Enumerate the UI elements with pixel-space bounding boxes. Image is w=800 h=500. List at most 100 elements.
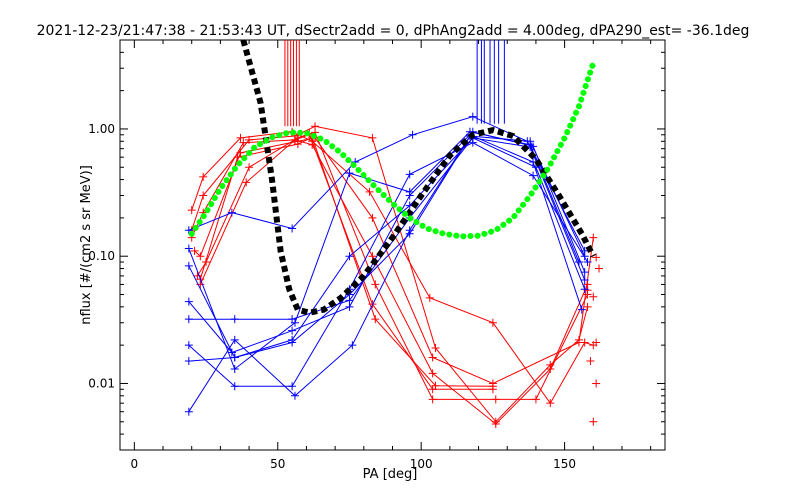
data-point-marker (184, 261, 193, 270)
x-tick-label: 150 (553, 457, 576, 471)
blue-series-line (188, 142, 589, 387)
data-point-marker (491, 395, 500, 404)
series-layer (184, 40, 604, 429)
data-point-marker (184, 341, 193, 350)
red-series-line (199, 131, 589, 400)
data-point-marker (233, 153, 242, 162)
red-series-line (194, 137, 594, 385)
data-point-marker (239, 138, 248, 147)
black-model-curve (240, 40, 596, 316)
data-point-marker (184, 297, 193, 306)
y-tick-label: 0.01 (88, 376, 115, 390)
data-point-marker (431, 343, 440, 352)
data-point-marker (425, 293, 434, 302)
data-point-marker (546, 364, 555, 373)
data-point-marker (595, 264, 604, 273)
chart-title: 2021-12-23/21:47:38 - 21:53:43 UT, dSect… (37, 23, 750, 39)
data-point-marker (408, 130, 417, 139)
data-point-marker (589, 292, 598, 301)
green-model-curve (188, 60, 597, 240)
data-point-marker (245, 163, 254, 172)
data-point-marker (428, 353, 437, 362)
data-point-marker (288, 224, 297, 233)
blue-series-line (188, 135, 586, 412)
data-point-marker (580, 285, 589, 294)
data-point-marker (468, 138, 477, 147)
data-point-marker (348, 341, 357, 350)
data-point-marker (431, 381, 440, 390)
data-point-marker (227, 208, 236, 217)
data-point-marker (405, 191, 414, 200)
data-point-marker (345, 252, 354, 261)
data-point-marker (184, 407, 193, 416)
data-point-marker (368, 213, 377, 222)
data-point-marker (184, 244, 193, 253)
x-tick-label: 50 (270, 457, 285, 471)
data-point-marker (583, 258, 592, 267)
data-point-marker (577, 305, 586, 314)
data-point-marker (227, 348, 236, 357)
data-point-marker (592, 253, 601, 262)
data-point-marker (428, 369, 437, 378)
data-point-marker (580, 252, 589, 261)
data-point-marker (199, 191, 208, 200)
data-point-marker (230, 382, 239, 391)
data-point-marker (199, 172, 208, 181)
data-point-marker (371, 315, 380, 324)
x-axis-label: PA [deg] (363, 467, 418, 482)
data-point-marker (488, 382, 497, 391)
data-point-marker (589, 417, 598, 426)
data-point-marker (187, 206, 196, 215)
data-point-marker (589, 233, 598, 242)
data-point-marker (592, 379, 601, 388)
data-point-marker (242, 178, 251, 187)
data-point-marker (290, 135, 299, 144)
y-tick-label: 1.00 (88, 122, 115, 136)
blue-series-line (188, 131, 586, 362)
data-point-marker (365, 187, 374, 196)
data-point-marker (290, 391, 299, 400)
data-point-marker (288, 326, 297, 335)
data-point-marker (196, 252, 205, 261)
data-point-marker (345, 169, 354, 178)
data-point-marker (488, 318, 497, 327)
data-point-marker (491, 420, 500, 429)
y-tick-label: 0.10 (88, 249, 115, 263)
data-point-marker (428, 395, 437, 404)
data-point-marker (184, 357, 193, 366)
data-point-marker (546, 399, 555, 408)
data-point-marker (405, 170, 414, 179)
data-point-marker (574, 338, 583, 347)
data-point-marker (531, 395, 540, 404)
data-point-marker (583, 302, 592, 311)
data-point-marker (288, 382, 297, 391)
x-tick-label: 0 (131, 457, 139, 471)
data-point-marker (230, 364, 239, 373)
blue-series-line (188, 137, 586, 320)
red-series-line (191, 125, 589, 423)
data-point-marker (468, 112, 477, 121)
y-axis-label: nflux [#/(cm2 s sr MeV)] (79, 165, 94, 325)
data-point-marker (288, 315, 297, 324)
data-point-marker (184, 315, 193, 324)
data-point-marker (592, 338, 601, 347)
data-point-marker (230, 353, 239, 362)
data-point-marker (236, 133, 245, 142)
data-point-marker (368, 133, 377, 142)
data-point-marker (586, 357, 595, 366)
data-point-marker (580, 276, 589, 285)
data-point-marker (230, 335, 239, 344)
x-tick-label: 100 (410, 457, 433, 471)
axis-ticks: 0 50 100 150 0.01 0.10 1.00 (88, 39, 665, 471)
data-point-marker (288, 338, 297, 347)
data-point-marker (293, 140, 302, 149)
data-point-marker (405, 226, 414, 235)
data-point-marker (529, 171, 538, 180)
data-point-marker (190, 246, 199, 255)
data-point-marker (236, 148, 245, 157)
data-point-marker (371, 280, 380, 289)
red-series-line (196, 132, 493, 390)
data-point-marker (526, 137, 535, 146)
data-point-marker (580, 268, 589, 277)
